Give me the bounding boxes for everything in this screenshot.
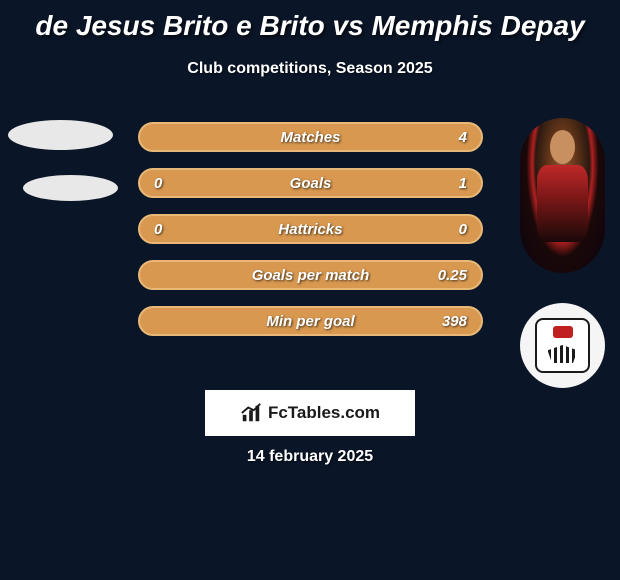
stat-label: Hattricks bbox=[194, 221, 427, 238]
date-label: 14 february 2025 bbox=[247, 448, 373, 466]
stat-right-value: 0.25 bbox=[427, 267, 467, 284]
stat-left-value: 0 bbox=[154, 221, 194, 238]
left-club-avatar bbox=[23, 175, 118, 201]
right-player-photo bbox=[520, 118, 605, 273]
right-club-badge bbox=[520, 303, 605, 388]
stat-right-value: 398 bbox=[427, 313, 467, 330]
stat-right-value: 0 bbox=[427, 221, 467, 238]
club-badge-shield-icon bbox=[535, 318, 590, 373]
stat-label: Goals per match bbox=[194, 267, 427, 284]
logo-text: FcTables.com bbox=[268, 403, 380, 423]
stat-row-matches: Matches 4 bbox=[138, 122, 483, 152]
stat-row-hattricks: 0 Hattricks 0 bbox=[138, 214, 483, 244]
fctables-logo: FcTables.com bbox=[205, 390, 415, 436]
stat-label: Goals bbox=[194, 175, 427, 192]
left-avatar-column bbox=[8, 120, 118, 226]
stat-left-value: 0 bbox=[154, 175, 194, 192]
stat-row-goals-per-match: Goals per match 0.25 bbox=[138, 260, 483, 290]
chart-icon bbox=[240, 402, 262, 424]
subtitle: Club competitions, Season 2025 bbox=[0, 60, 620, 78]
right-avatar-column bbox=[520, 118, 610, 388]
stat-right-value: 4 bbox=[427, 129, 467, 146]
stats-bars: Matches 4 0 Goals 1 0 Hattricks 0 Goals … bbox=[138, 122, 483, 352]
page-title: de Jesus Brito e Brito vs Memphis Depay bbox=[0, 0, 620, 42]
stat-row-min-per-goal: Min per goal 398 bbox=[138, 306, 483, 336]
stat-right-value: 1 bbox=[427, 175, 467, 192]
left-player-avatar bbox=[8, 120, 113, 150]
stat-label: Matches bbox=[194, 129, 427, 146]
stat-label: Min per goal bbox=[194, 313, 427, 330]
stat-row-goals: 0 Goals 1 bbox=[138, 168, 483, 198]
